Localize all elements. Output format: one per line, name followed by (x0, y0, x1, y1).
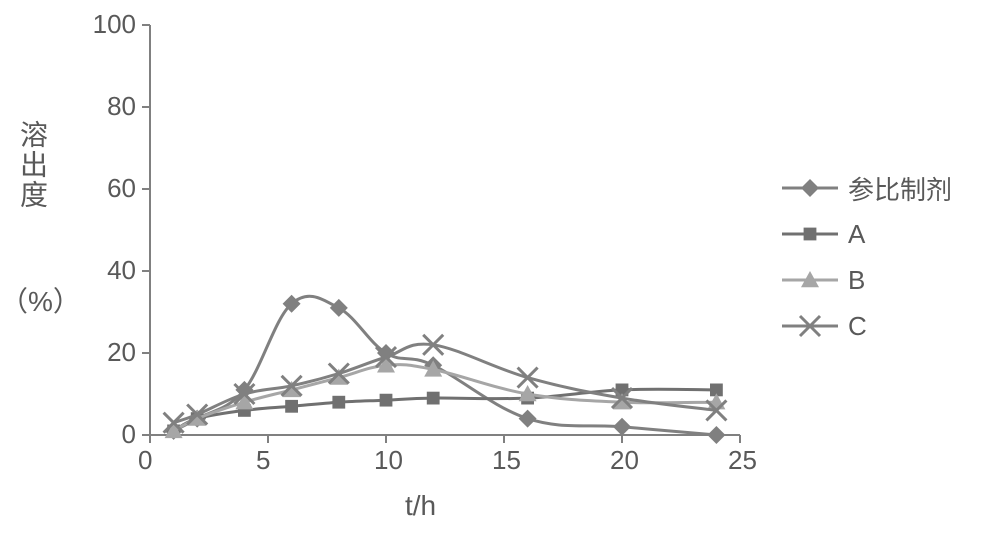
series-markers (165, 295, 726, 444)
y-axis-label-line1: 溶出度 (12, 120, 52, 210)
x-tick-label: 25 (728, 445, 757, 476)
legend-item: C (780, 308, 952, 344)
legend: 参比制剂 ABC (780, 170, 952, 354)
y-tick-label: 60 (107, 173, 136, 204)
legend-item: 参比制剂 (780, 170, 952, 206)
legend-item: B (780, 262, 952, 298)
legend-item: A (780, 216, 952, 252)
x-tick-label: 5 (256, 445, 270, 476)
x-tick-label: 15 (492, 445, 521, 476)
x-tick-label: 20 (610, 445, 639, 476)
legend-label: 参比制剂 (848, 170, 952, 207)
y-tick-label: 40 (107, 255, 136, 286)
legend-label: B (848, 265, 865, 296)
x-axis-label: t/h (405, 490, 436, 522)
legend-label: C (848, 311, 867, 342)
series-line (174, 344, 717, 423)
legend-label: A (848, 219, 865, 250)
y-tick-label: 0 (122, 419, 136, 450)
legend-marker-icon (780, 265, 840, 295)
legend-marker-icon (780, 311, 840, 341)
y-tick-label: 20 (107, 337, 136, 368)
x-tick-label: 0 (138, 445, 152, 476)
series-line (174, 389, 717, 431)
legend-marker-icon (780, 173, 840, 203)
y-tick-label: 100 (93, 9, 136, 40)
y-tick-label: 80 (107, 91, 136, 122)
x-tick-label: 10 (374, 445, 403, 476)
legend-marker-icon (780, 219, 840, 249)
y-axis-label-line2: （%） (0, 280, 81, 320)
series-line (174, 296, 717, 435)
